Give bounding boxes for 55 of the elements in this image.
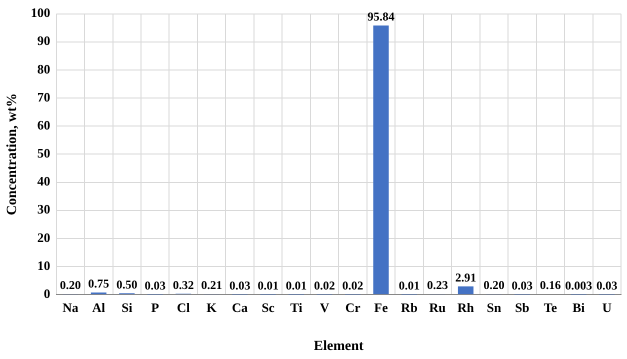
x-axis-title: Element (314, 339, 364, 354)
x-tick-label: Cr (345, 300, 361, 315)
y-axis-title: Concentration, wt% (5, 93, 20, 216)
bar (373, 25, 389, 294)
data-label: 0.20 (483, 278, 504, 292)
y-tick-label: 70 (37, 89, 50, 104)
x-tick-label: Rb (400, 300, 418, 315)
data-label: 0.75 (88, 276, 110, 291)
x-tick-label: Ca (232, 300, 248, 315)
data-label: 0.02 (342, 278, 364, 293)
data-label: 0.01 (258, 278, 279, 293)
data-label: 0.01 (398, 278, 420, 293)
x-tick-label: U (602, 300, 612, 315)
data-label: 0.03 (596, 278, 618, 293)
y-tick-label: 50 (37, 146, 50, 161)
data-label: 0.50 (116, 277, 138, 292)
data-label: 2.91 (455, 270, 476, 285)
data-label: 0.32 (172, 278, 194, 292)
y-tick-label: 20 (37, 230, 50, 245)
data-label: 95.84 (368, 10, 395, 24)
data-label: 0.03 (512, 278, 533, 293)
y-tick-label: 10 (37, 258, 50, 273)
data-label: 0.03 (144, 278, 166, 293)
x-tick-label: Te (544, 300, 558, 315)
y-tick-label: 100 (30, 5, 50, 20)
data-label: 0.21 (201, 278, 222, 292)
x-tick-label: K (206, 300, 218, 315)
y-tick-label: 0 (44, 286, 50, 301)
bar (458, 286, 474, 294)
y-tick-label: 40 (37, 174, 50, 189)
x-tick-label: Si (121, 300, 133, 315)
y-tick-label: 80 (37, 61, 50, 76)
y-tick-label: 30 (37, 202, 50, 217)
x-tick-label: Ru (429, 300, 446, 315)
data-label: 0.03 (229, 278, 250, 293)
y-tick-label: 90 (37, 33, 50, 48)
x-tick-label: Sn (486, 300, 502, 315)
x-tick-label: Bi (572, 300, 586, 315)
x-tick-label: Sb (514, 300, 530, 315)
data-label: 0.23 (426, 278, 448, 292)
x-tick-label: Sc (262, 300, 275, 315)
data-label: 0.01 (286, 278, 307, 293)
data-label: 0.02 (314, 278, 336, 293)
x-tick-label: Rh (457, 300, 475, 315)
x-tick-label: Ti (290, 300, 303, 315)
data-label: 0.16 (540, 278, 561, 292)
y-tick-label: 60 (37, 117, 50, 132)
x-tick-label: Al (92, 300, 106, 315)
data-label: 0.003 (565, 278, 592, 293)
x-tick-label: Na (62, 300, 79, 315)
x-tick-label: Fe (374, 300, 388, 315)
x-tick-label: P (151, 300, 160, 315)
data-label: 0.20 (60, 278, 81, 292)
x-tick-label: V (320, 300, 330, 315)
x-tick-label: Cl (176, 300, 190, 315)
